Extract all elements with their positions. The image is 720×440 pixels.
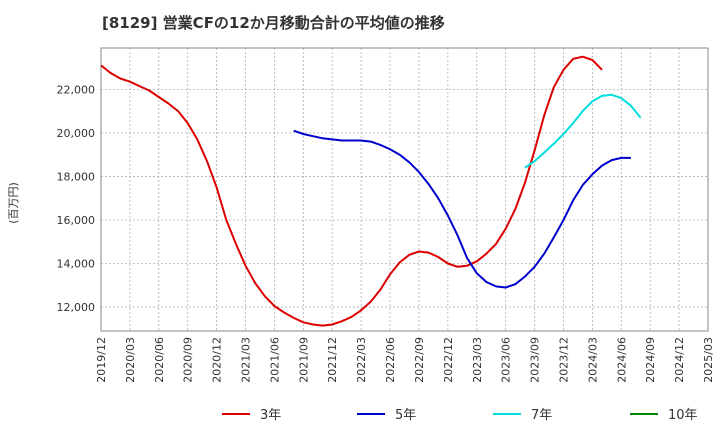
- y-axis-ticks: 12,000 14,000 16,000 18,000 20,000 22,000: [57, 83, 96, 314]
- x-tick-label: 2020/09: [182, 337, 195, 383]
- grid-lines: [101, 48, 708, 331]
- x-tick-label: 2025/03: [702, 337, 715, 383]
- x-tick-label: 2024/06: [615, 337, 628, 383]
- y-tick-label: 18,000: [57, 170, 96, 183]
- x-tick-label: 2023/06: [500, 337, 513, 383]
- y-tick-label: 22,000: [57, 83, 96, 96]
- x-tick-label: 2020/03: [124, 337, 137, 383]
- x-tick-label: 2024/09: [644, 337, 657, 383]
- y-axis-title: (百万円): [7, 182, 20, 224]
- x-tick-label: 2020/06: [153, 337, 166, 383]
- x-axis-ticks: 2019/12 2020/03 2020/06 2020/09 2020/12 2021/…: [95, 337, 715, 383]
- legend: 3年 5年 7年 10年: [222, 408, 698, 423]
- y-tick-label: 20,000: [57, 127, 96, 140]
- x-tick-label: 2022/09: [413, 337, 426, 383]
- y-tick-label: 14,000: [57, 258, 96, 271]
- x-tick-label: 2023/09: [529, 337, 542, 383]
- x-tick-label: 2022/12: [442, 337, 455, 383]
- plot-frame: [100, 47, 709, 332]
- x-tick-label: 2023/12: [557, 337, 570, 383]
- x-tick-label: 2019/12: [95, 337, 108, 383]
- x-tick-label: 2021/12: [326, 337, 339, 383]
- x-tick-label: 2021/06: [268, 337, 281, 383]
- x-tick-label: 2021/03: [240, 337, 253, 383]
- x-tick-label: 2022/03: [355, 337, 368, 383]
- x-tick-label: 2022/06: [384, 337, 397, 383]
- x-tick-label: 2024/12: [673, 337, 686, 383]
- legend-label: 3年: [260, 408, 281, 423]
- legend-label: 7年: [531, 408, 552, 423]
- chart-title: [8129] 営業CFの12か月移動合計の平均値の推移: [102, 14, 445, 32]
- x-tick-label: 2021/09: [297, 337, 310, 383]
- series-lines: [100, 55, 642, 327]
- x-tick-label: 2020/12: [211, 337, 224, 383]
- x-tick-label: 2023/03: [471, 337, 484, 383]
- legend-label: 5年: [395, 408, 416, 423]
- y-tick-label: 12,000: [57, 301, 96, 314]
- y-tick-label: 16,000: [57, 214, 96, 227]
- x-tick-label: 2024/03: [586, 337, 599, 383]
- series-line-3年: [100, 55, 603, 327]
- series-line-7年: [524, 93, 642, 169]
- legend-label: 10年: [668, 408, 698, 423]
- series-line-5年: [293, 129, 631, 289]
